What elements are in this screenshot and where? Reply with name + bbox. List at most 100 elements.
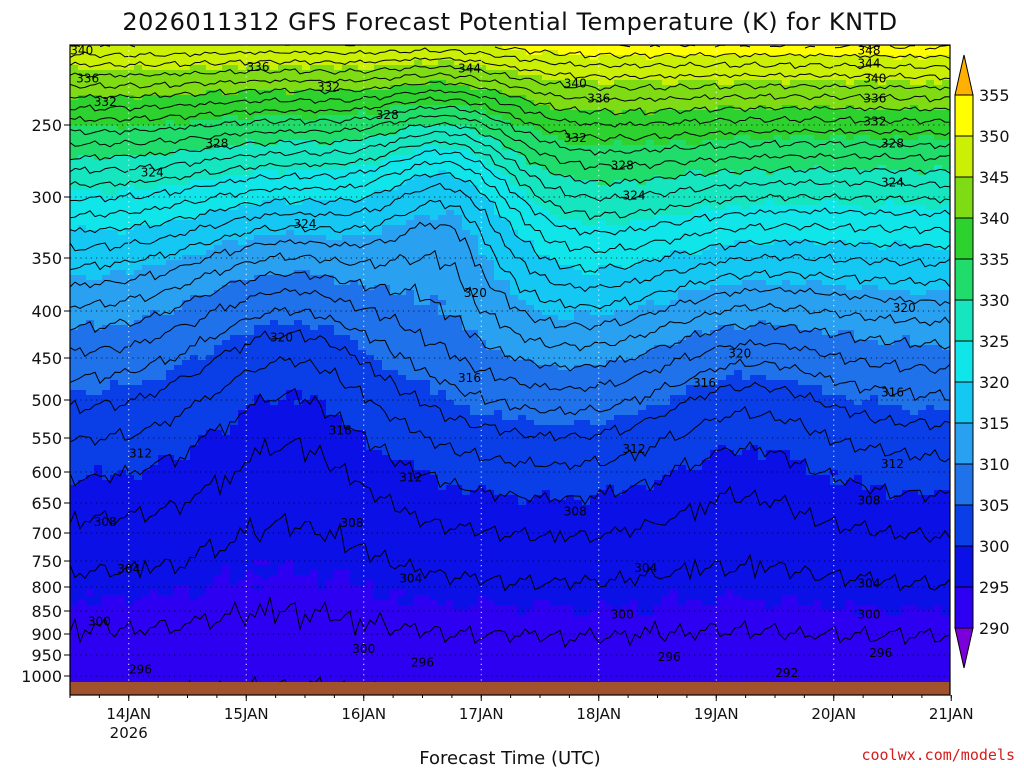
field-cell (526, 150, 535, 156)
field-cell (582, 260, 591, 266)
field-cell (894, 205, 903, 211)
field-cell (414, 85, 423, 91)
field-cell (510, 245, 519, 251)
field-cell (78, 185, 87, 191)
field-cell (654, 215, 663, 221)
field-cell (598, 185, 607, 191)
field-cell (486, 65, 495, 71)
field-cell (918, 255, 927, 261)
field-cell (142, 100, 151, 106)
field-cell (774, 160, 783, 166)
field-cell (174, 165, 183, 171)
field-cell (494, 225, 503, 231)
field-cell (534, 225, 543, 231)
field-cell (198, 215, 207, 221)
field-cell (366, 200, 375, 206)
field-cell (622, 145, 631, 151)
field-cell (142, 245, 151, 251)
field-cell (798, 110, 807, 116)
field-cell (390, 205, 399, 211)
field-cell (398, 205, 407, 211)
field-cell (862, 135, 871, 141)
field-cell (470, 240, 479, 246)
field-cell (246, 105, 255, 111)
field-cell (382, 45, 391, 51)
field-cell (230, 225, 239, 231)
chart-title: 2026011312 GFS Forecast Potential Temper… (122, 8, 897, 36)
field-cell (366, 100, 375, 106)
field-cell (206, 160, 215, 166)
field-cell (294, 75, 303, 81)
field-cell (166, 100, 175, 106)
field-cell (302, 55, 311, 61)
field-cell (94, 160, 103, 166)
field-cell (822, 100, 831, 106)
field-cell (622, 240, 631, 246)
field-cell (198, 205, 207, 211)
field-cell (758, 160, 767, 166)
field-cell (902, 215, 911, 221)
field-cell (86, 200, 95, 206)
field-cell (150, 155, 159, 161)
field-cell (502, 260, 511, 266)
field-cell (798, 195, 807, 201)
field-cell (598, 155, 607, 161)
field-cell (278, 190, 287, 196)
field-cell (198, 65, 207, 71)
field-cell (910, 250, 919, 256)
field-cell (534, 50, 543, 56)
field-cell (278, 245, 287, 251)
field-cell (646, 180, 655, 186)
field-cell (758, 185, 767, 191)
field-cell (918, 90, 927, 96)
field-cell (590, 45, 599, 51)
field-cell (902, 265, 911, 271)
field-cell (526, 230, 535, 236)
field-cell (558, 230, 567, 236)
field-cell (222, 185, 231, 191)
field-cell (198, 250, 207, 256)
field-cell (422, 210, 431, 216)
field-cell (758, 55, 767, 61)
field-cell (670, 180, 679, 186)
field-cell (838, 190, 847, 196)
field-cell (934, 110, 943, 116)
field-cell (902, 255, 911, 261)
field-cell (478, 200, 487, 206)
field-cell (542, 145, 551, 151)
field-cell (238, 220, 247, 226)
field-cell (462, 205, 471, 211)
field-cell (774, 50, 783, 56)
field-cell (174, 210, 183, 216)
field-cell (294, 155, 303, 161)
field-cell (606, 55, 615, 61)
field-cell (430, 240, 439, 246)
field-cell (734, 200, 743, 206)
field-cell (670, 125, 679, 131)
field-cell (206, 180, 215, 186)
field-cell (206, 165, 215, 171)
field-cell (310, 170, 319, 176)
field-cell (854, 100, 863, 106)
field-cell (710, 175, 719, 181)
field-cell (294, 190, 303, 196)
field-cell (838, 200, 847, 206)
field-cell (438, 125, 447, 131)
field-cell (582, 175, 591, 181)
field-cell (838, 80, 847, 86)
field-cell (294, 265, 303, 271)
field-cell (398, 140, 407, 146)
field-cell (302, 235, 311, 241)
field-cell (526, 235, 535, 241)
field-cell (910, 125, 919, 131)
field-cell (942, 50, 951, 56)
field-cell (158, 85, 167, 91)
field-cell (566, 170, 575, 176)
field-cell (622, 130, 631, 136)
field-cell (86, 175, 95, 181)
field-cell (710, 150, 719, 156)
field-cell (398, 115, 407, 121)
field-cell (646, 215, 655, 221)
field-cell (598, 240, 607, 246)
field-cell (414, 270, 423, 276)
